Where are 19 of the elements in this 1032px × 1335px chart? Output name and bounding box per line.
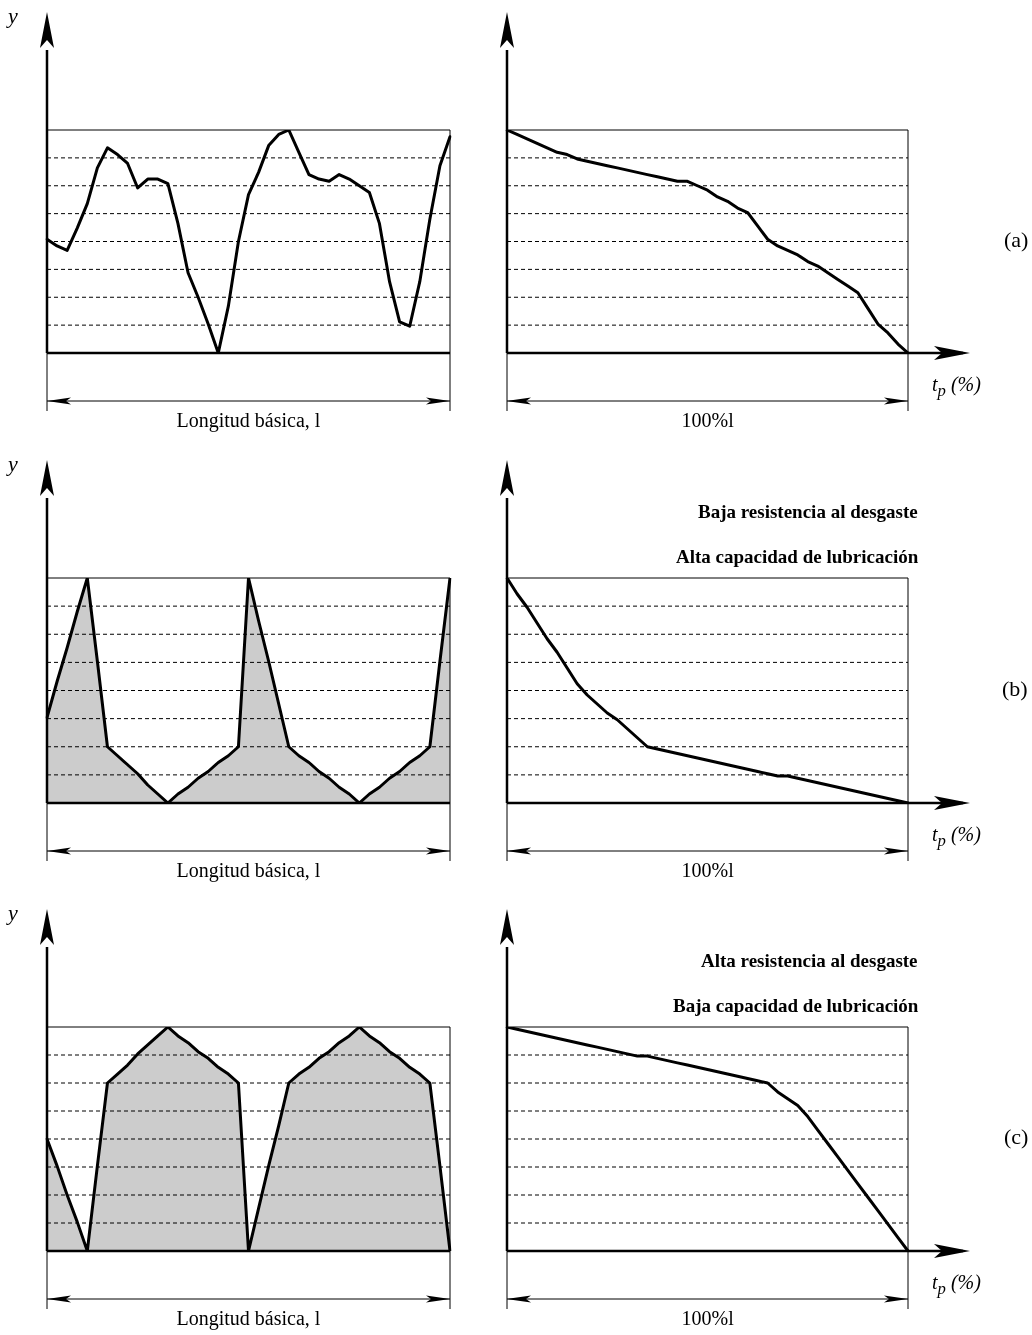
x-axis-title: t$_{p}$ (%) — [932, 823, 981, 851]
y-axis-title: y — [8, 900, 18, 926]
text: Longitud básica, l — [176, 859, 321, 881]
text: 100%l — [681, 859, 734, 881]
text: 100%l — [681, 409, 734, 431]
text: (b) — [1002, 675, 1028, 701]
y-axis-title: y — [8, 3, 18, 29]
text: (c) — [1004, 1124, 1029, 1150]
text: Longitud básica, l — [176, 409, 321, 431]
text: (a) — [1004, 226, 1029, 252]
chart-subtitle: Baja capacidad de lubricación — [673, 995, 919, 1017]
y-axis-title: y — [8, 451, 18, 477]
text: 100%l — [681, 1307, 734, 1329]
chart-subtitle: Alta capacidad de lubricación — [676, 546, 919, 568]
x-axis-title: t$_{p}$ (%) — [932, 1271, 981, 1299]
x-axis-title: t$_{p}$ (%) — [932, 373, 981, 401]
text: Longitud básica, l — [176, 1307, 321, 1329]
chart-title: Baja resistencia al desgaste — [698, 501, 918, 523]
chart-title: Alta resistencia al desgaste — [701, 950, 918, 972]
